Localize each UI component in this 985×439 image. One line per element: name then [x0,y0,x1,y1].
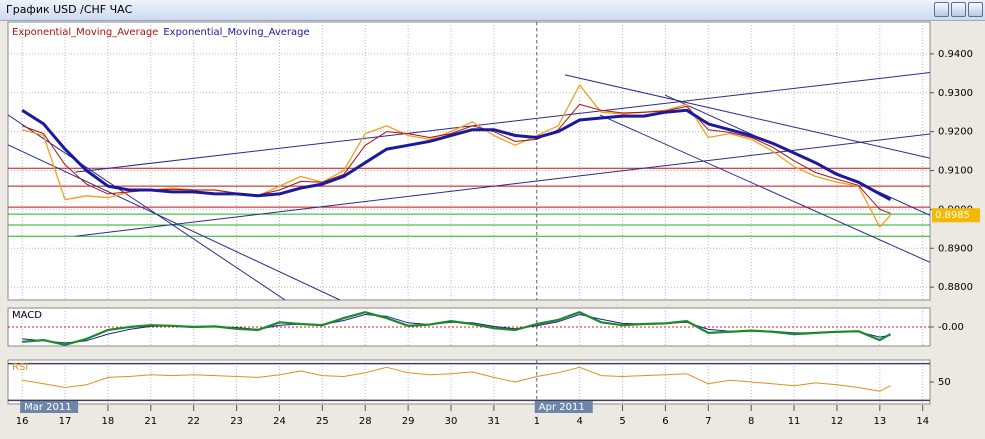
y-tick-label: 0.9300 [938,88,973,99]
x-tick-label: 25 [316,416,329,427]
x-tick-label: 24 [273,416,286,427]
series-line [22,311,892,346]
x-tick-label: 12 [831,416,844,427]
maximize-button[interactable] [951,2,966,17]
period-label-box [20,401,79,413]
x-tick-label: 13 [873,416,886,427]
x-tick-label: 30 [445,416,458,427]
legend-entry: Exponential_Moving_Average [163,27,309,38]
x-tick-label: 16 [16,416,29,427]
plot-area [7,359,931,405]
last-value-box [932,208,980,223]
x-tick-label: 7 [705,416,711,427]
x-tick-label: 22 [187,416,200,427]
panel-title: MACD [12,310,42,321]
x-tick-label: 11 [788,416,801,427]
x-tick-label: 6 [662,416,668,427]
plot-area [7,21,931,301]
x-tick-label: 29 [402,416,415,427]
period-label-box [534,401,593,413]
x-tick-label: 14 [916,416,929,427]
series-line [21,108,892,202]
x-tick-label: 1 [534,416,540,427]
series-line [22,103,891,214]
trend-line [599,114,930,263]
minimize-button[interactable] [934,2,949,17]
plot-layer [8,308,930,346]
x-tick-label: 4 [576,416,582,427]
y-tick-label: 0.9100 [938,166,973,177]
y-tick-label: 50 [938,377,951,388]
series-line [22,366,891,392]
y-tick-label: 0.9200 [938,127,973,138]
series-line [22,84,891,228]
plot-layer [8,22,930,300]
trend-line [8,114,286,300]
window-title: График USD /CHF ЧАС [6,3,133,16]
trend-line [75,72,930,173]
x-tick-label: 5 [619,416,625,427]
x-tick-label: 23 [230,416,243,427]
panel-title: RSI [12,362,28,373]
x-tick-label: 18 [102,416,115,427]
y-tick-label: 0.8900 [938,243,973,254]
y-tick-label: 0.8800 [938,282,973,293]
trend-line [8,144,341,300]
x-tick-label: 8 [748,416,754,427]
plot-layer [8,360,930,404]
x-tick-label: 31 [488,416,501,427]
y-tick-label: -0.00 [938,322,964,333]
x-tick-label: 17 [59,416,72,427]
x-tick-label: 28 [359,416,372,427]
y-tick-label: 0.9400 [938,49,973,60]
period-label: Apr 2011 [539,402,585,413]
x-tick-label: 21 [144,416,157,427]
last-value-label: 0.8985 [935,210,970,221]
period-label: Mar 2011 [24,402,72,413]
trend-line [564,74,930,159]
chart: 0.88000.89000.90000.91000.92000.93000.94… [7,21,980,427]
close-button[interactable] [968,2,983,17]
title-bar: График USD /CHF ЧАС [0,0,985,21]
legend-entry: Exponential_Moving_Average [12,27,158,38]
